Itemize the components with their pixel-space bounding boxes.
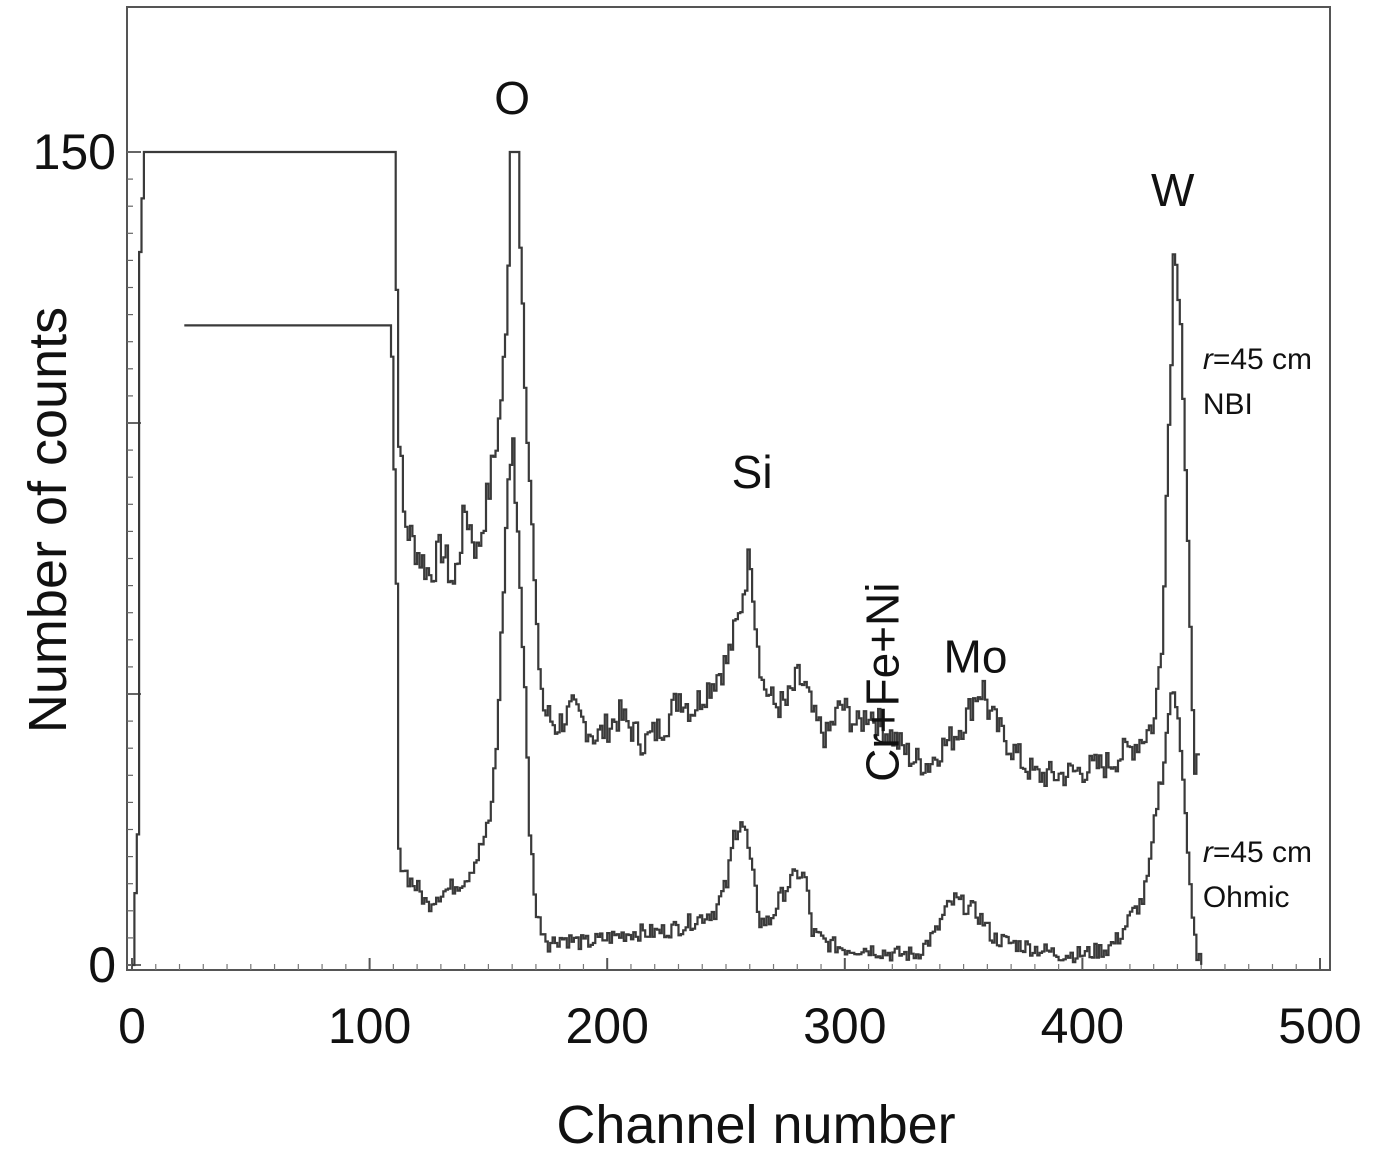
series-nbi-line [132,150,1200,967]
peak-label-w: W [1151,164,1195,216]
annotation-mode: Ohmic [1203,881,1290,914]
x-tick-label: 500 [1278,998,1361,1054]
annotation-radius: r=45 cm [1203,836,1312,869]
annotation-radius: r=45 cm [1203,343,1312,376]
peak-label-cr-fe-ni: Cr+Fe+Ni [856,583,908,782]
series-ohmic-line [184,324,1203,965]
y-axis-title: Number of counts [18,307,78,733]
x-tick-label: 400 [1041,998,1124,1054]
peak-label-o: O [494,72,530,124]
y-tick-label: 0 [88,937,116,993]
x-tick-label: 300 [803,998,886,1054]
y-tick-label: 150 [33,124,116,180]
annotation-radius-value: =45 cm [1213,343,1312,376]
y-axis: 0 150 [33,124,141,993]
annotation-mode: NBI [1203,388,1253,421]
annotation-radius-symbol: r [1203,343,1214,376]
x-axis: 0 100 200 300 400 500 [118,958,1362,1054]
peak-label-si: Si [732,446,773,498]
peak-label-mo: Mo [944,630,1008,682]
plot-frame [126,6,1331,971]
x-tick-label: 100 [328,998,411,1054]
series-layer [132,150,1203,967]
x-axis-title: Channel number [556,1095,955,1150]
x-tick-label: 0 [118,998,146,1054]
annotation-radius-symbol: r [1203,836,1214,869]
x-tick-label: 200 [565,998,648,1054]
annotation-radius-value: =45 cm [1213,836,1312,869]
